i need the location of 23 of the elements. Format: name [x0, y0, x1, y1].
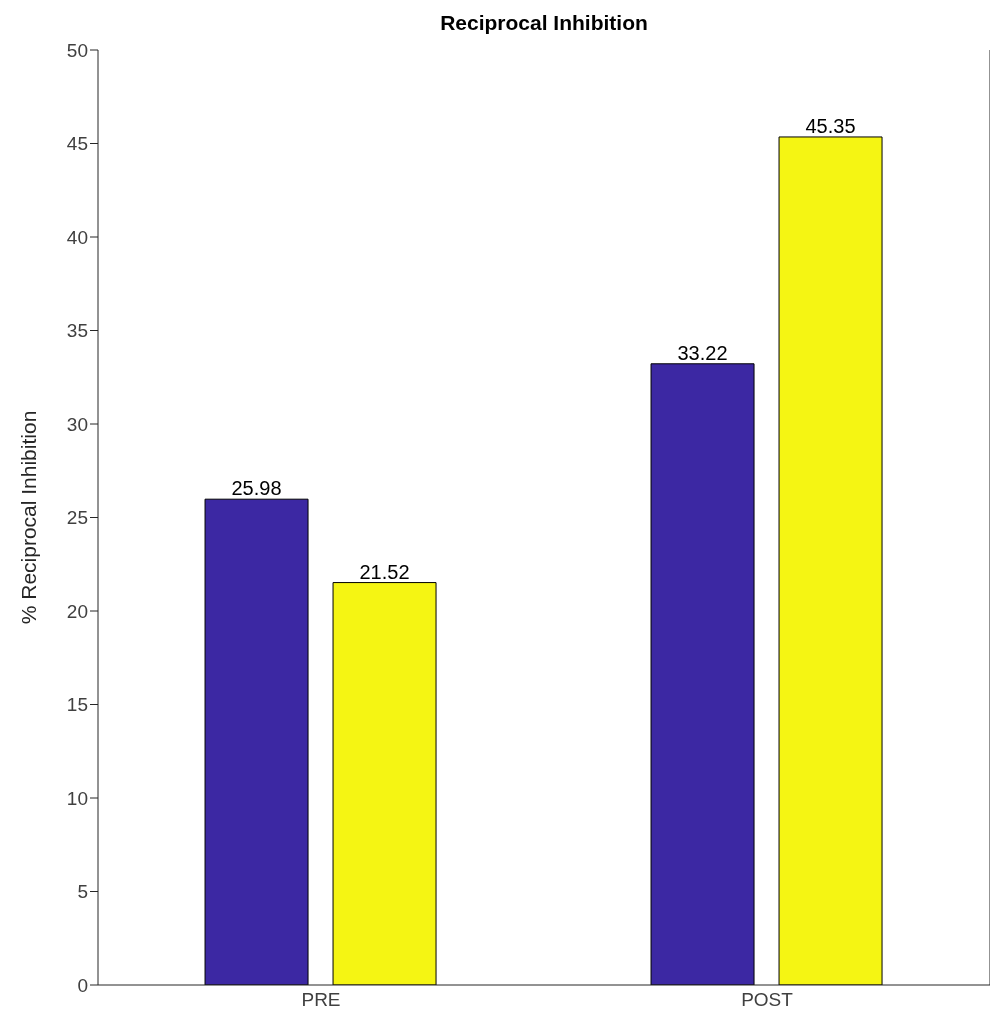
y-tick-label: 5	[77, 881, 88, 903]
bar	[778, 136, 883, 985]
data-label: 21.52	[359, 560, 410, 583]
data-label: 45.35	[805, 114, 856, 137]
y-tick-label: 0	[77, 974, 88, 996]
y-axis-title: % Reciprocal Inhibition	[16, 410, 40, 625]
y-tick-label: 45	[66, 133, 88, 155]
data-label: 25.98	[231, 477, 282, 500]
y-tick-label: 35	[66, 320, 88, 342]
y-tick-label: 40	[66, 226, 88, 248]
bar	[332, 582, 437, 985]
y-tick-label: 30	[66, 413, 88, 435]
y-tick-label: 10	[66, 787, 88, 809]
y-tick-label: 50	[66, 39, 88, 61]
x-tick-label: POST	[741, 989, 794, 1011]
bar	[650, 363, 755, 985]
y-tick-label: 25	[66, 507, 88, 529]
y-tick-label: 20	[66, 600, 88, 622]
x-tick-label: PRE	[301, 989, 341, 1011]
bar	[204, 498, 309, 985]
chart-title: Reciprocal Inhibition	[440, 11, 648, 34]
y-tick-label: 15	[66, 694, 88, 716]
data-label: 33.22	[677, 341, 728, 364]
